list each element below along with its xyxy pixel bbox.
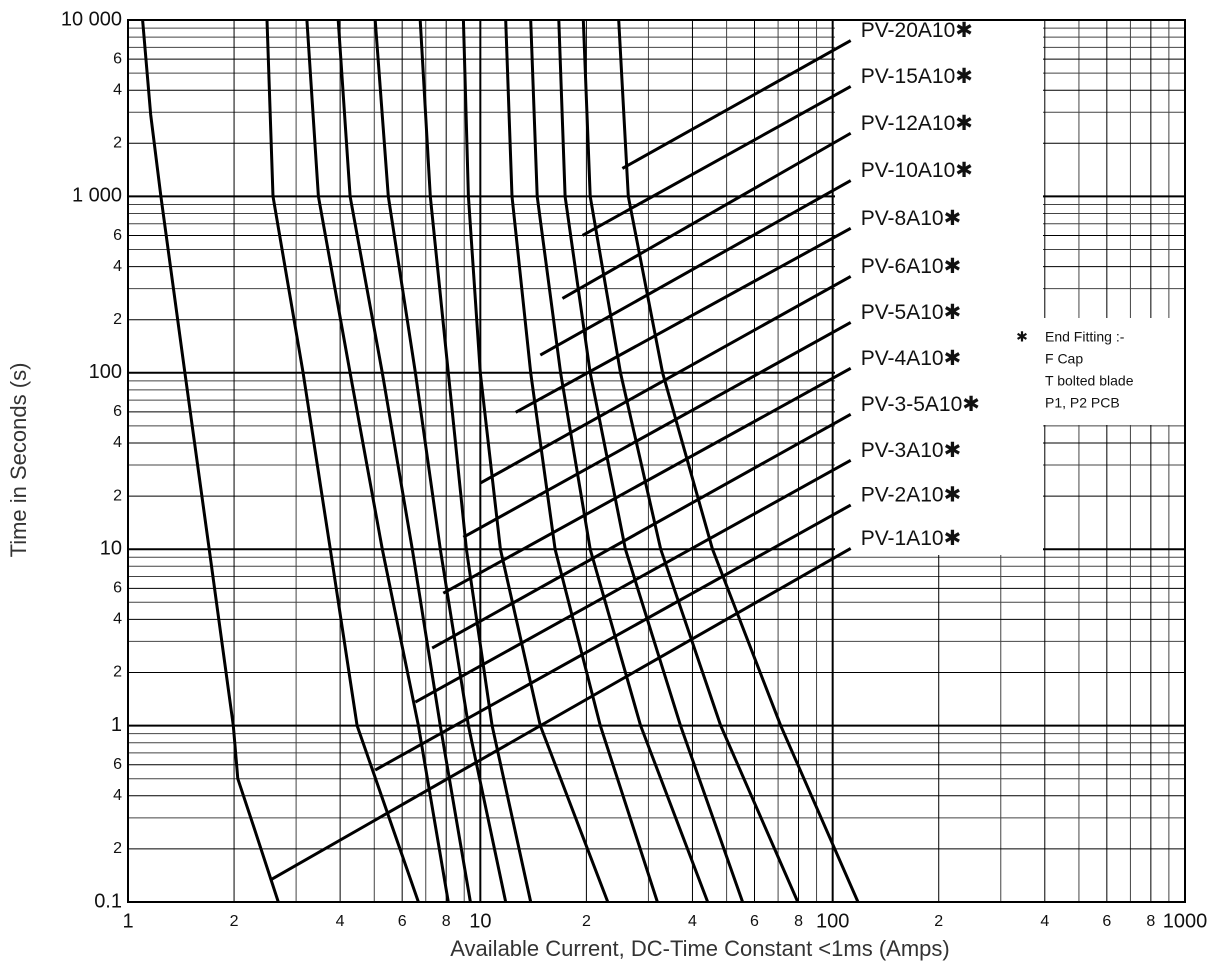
y-tick-label: 2 [113,487,122,504]
y-tick-label: 100 [89,361,122,383]
leader-line [462,321,852,539]
y-tick-label: 10 000 [61,8,122,30]
y-tick-label: 10 [100,537,122,559]
y-tick-label: 4 [113,258,122,275]
leader-line [514,227,852,414]
fuse-curve [504,19,659,903]
y-tick-label: 4 [113,787,122,804]
x-tick-label: 2 [582,913,591,930]
legend-label: PV-4A10✱ [861,347,962,370]
fuse-curve [305,19,450,903]
y-tick-label: 6 [113,50,122,67]
curves [141,19,860,903]
leader-line [269,547,852,882]
note-line: P1, P2 PCB [1045,395,1120,411]
leader-line [539,179,852,357]
y-tick-label: 1 [111,714,122,736]
y-tick-label: 4 [113,81,122,98]
leader-line [442,367,852,595]
fuse-curve [418,19,533,903]
note-line: End Fitting :- [1045,329,1125,345]
x-tick-label: 2 [934,913,943,930]
leader-line [581,85,852,237]
legend-label: PV-3A10✱ [861,439,962,462]
fuse-curve [141,19,280,903]
x-tick-label: 4 [336,913,345,930]
x-tick-label: 8 [1146,913,1155,930]
x-tick-label: 2 [230,913,239,930]
note-line: T bolted blade [1045,373,1134,389]
x-tick-label: 4 [688,913,697,930]
x-tick-label: 6 [750,913,759,930]
leader-line [621,39,852,170]
note-line: F Cap [1045,351,1083,367]
legend-label: PV-5A10✱ [861,301,962,324]
y-tick-label: 6 [113,403,122,420]
legend-label: PV-15A10✱ [861,65,973,88]
y-tick-label: 0.1 [94,890,122,912]
y-tick-label: 2 [113,135,122,152]
x-axis-title: Available Current, DC-Time Constant <1ms… [450,936,949,961]
legend-area [835,21,1043,555]
leader-line [431,412,852,650]
x-tick-label: 6 [398,913,407,930]
fuse-curve [461,19,610,903]
legend-label: PV-10A10✱ [861,159,973,182]
y-tick-label: 2 [113,311,122,328]
fuse-curve [265,19,420,903]
y-axis-title: Time in Seconds (s) [6,363,31,558]
y-tick-label: 2 [113,664,122,681]
note-symbol: ✱ [1016,329,1028,345]
legend-label: PV-6A10✱ [861,255,962,278]
x-tick-label: 1 [122,910,133,932]
x-tick-label: 1000 [1163,910,1208,932]
legend-label: PV-20A10✱ [861,19,973,42]
note-box [1010,318,1184,425]
fuse-curve [529,19,710,903]
y-tick-label: 6 [113,756,122,773]
x-tick-label: 10 [469,910,491,932]
leader-line [561,131,852,300]
y-tick-label: 4 [113,434,122,451]
legend-label: PV-1A10✱ [861,527,962,550]
leader-line [374,503,852,772]
x-tick-label: 8 [794,913,803,930]
x-tick-label: 8 [442,913,451,930]
legend-label: PV-8A10✱ [861,207,962,230]
y-tick-label: 6 [113,580,122,597]
x-tick-label: 4 [1040,913,1049,930]
y-tick-label: 1 000 [72,185,122,207]
y-tick-label: 6 [113,227,122,244]
plot-frame [127,19,1186,903]
fuse-curve [581,19,800,903]
y-tick-label: 4 [113,611,122,628]
y-tick-label: 2 [113,840,122,857]
fuse-curve [336,19,472,903]
fuse-curve [373,19,508,903]
leader-line [414,459,852,704]
legend-label: PV-3-5A10✱ [861,393,980,416]
fuse-curve [557,19,745,903]
note: End Fitting :- F Cap T bolted blade P1, P2 … [1045,329,1134,411]
x-tick-label: 6 [1102,913,1111,930]
legend-label: PV-2A10✱ [861,484,962,507]
x-tick-label: 100 [816,910,849,932]
legend-label: PV-12A10✱ [861,112,973,135]
